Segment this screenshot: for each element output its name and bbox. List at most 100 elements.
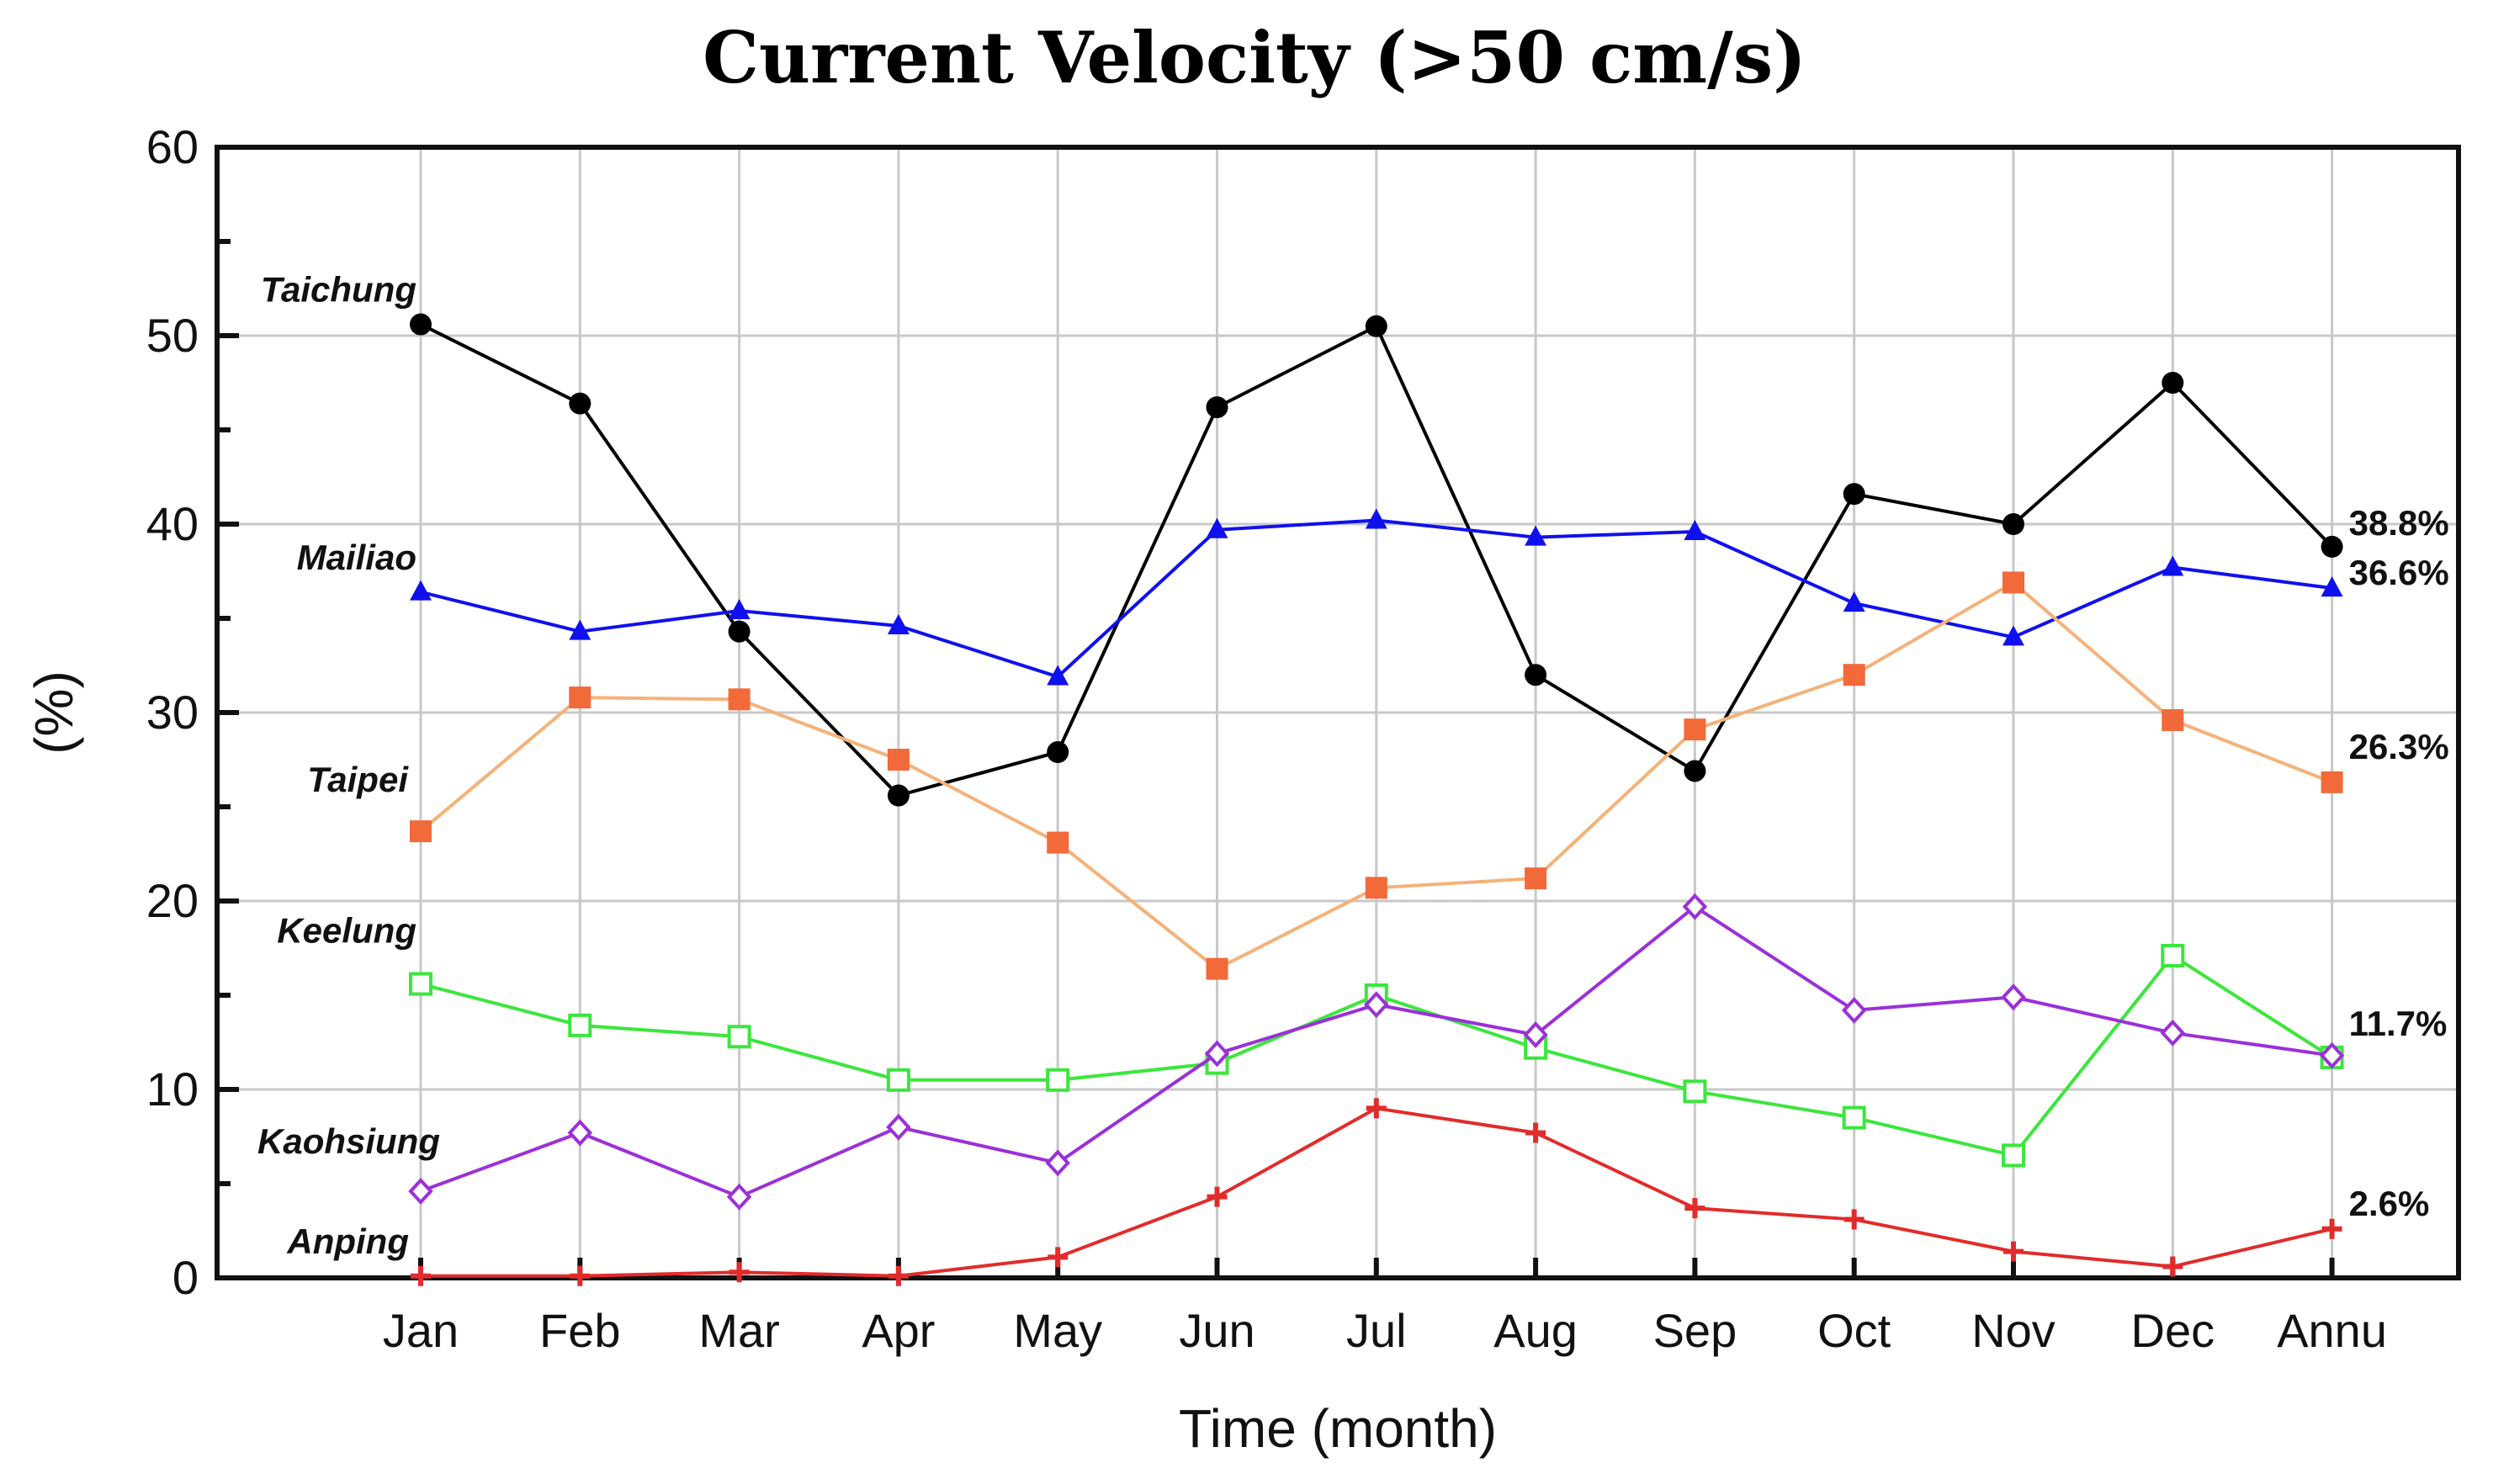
series-name-label: Kaohsiung: [257, 1121, 440, 1161]
y-tick-label: 10: [146, 1063, 199, 1116]
data-point: [1365, 315, 1387, 337]
y-tick-label: 30: [146, 686, 199, 739]
series-name-label: Anping: [286, 1222, 409, 1261]
data-point: [728, 620, 751, 643]
x-tick-label: Sep: [1653, 1304, 1737, 1357]
data-point: [1204, 1040, 1230, 1068]
data-point: [1206, 517, 1228, 538]
x-tick-label: Jan: [383, 1304, 459, 1357]
data-point: [1365, 508, 1387, 529]
data-point: [408, 1178, 433, 1205]
data-point: [1047, 665, 1069, 686]
data-point: [1841, 996, 1867, 1024]
data-point: [886, 1113, 911, 1141]
data-point: [1523, 1021, 1548, 1048]
data-point: [411, 1265, 431, 1286]
data-point: [569, 686, 591, 709]
data-point: [410, 313, 432, 336]
data-point: [2002, 625, 2024, 646]
x-tick-label: Apr: [862, 1304, 935, 1357]
data-point: [567, 1119, 593, 1147]
x-tick-label: Dec: [2131, 1304, 2215, 1357]
x-axis-label: Time (month): [1179, 1398, 1497, 1459]
x-tick-label: Jul: [1346, 1304, 1407, 1357]
data-point: [1525, 867, 1547, 890]
data-point: [1206, 396, 1228, 419]
data-point: [887, 784, 910, 807]
data-point: [1048, 1247, 1069, 1268]
y-axis: 0 10 20 30 40 50 60: [146, 120, 239, 1304]
data-point: [1045, 1149, 1070, 1177]
series-keelung: Keelung 11.7%: [277, 910, 2448, 1168]
x-tick-label: Nov: [1971, 1304, 2055, 1357]
series-taichung: Taichung 38.8%: [261, 270, 2449, 807]
data-point: [1047, 831, 1069, 854]
end-value-label: 26.3%: [2349, 727, 2449, 766]
series-kaohsiung: Kaohsiung: [257, 893, 2345, 1211]
y-tick-label: 50: [146, 309, 199, 362]
data-point: [727, 1025, 751, 1049]
data-point: [1843, 591, 1865, 612]
data-point: [729, 1262, 750, 1283]
data-point: [409, 972, 432, 996]
series-anping: Anping 2.6%: [286, 1098, 2430, 1286]
y-tick-label: 60: [146, 120, 199, 173]
data-point: [1047, 741, 1069, 764]
data-point: [1525, 664, 1547, 686]
data-point: [2321, 1218, 2342, 1239]
x-axis: Jan Feb Mar Apr May Jun Jul Aug Sep Oct Nov Dec Annu: [383, 1258, 2387, 1357]
series-name-label: Taipei: [307, 760, 409, 799]
data-point: [2002, 571, 2024, 594]
x-tick-label: Feb: [539, 1304, 621, 1357]
end-value-label: 2.6%: [2349, 1184, 2430, 1223]
data-point: [887, 613, 910, 634]
data-point: [1684, 718, 1706, 741]
data-point: [2321, 535, 2343, 558]
x-tick-label: Aug: [1493, 1304, 1578, 1357]
x-tick-label: May: [1013, 1304, 1102, 1357]
y-axis-label: (%): [24, 670, 84, 755]
series-name-label: Taichung: [261, 270, 416, 310]
data-point: [2160, 1019, 2186, 1047]
data-point: [886, 1068, 910, 1092]
data-point: [410, 820, 432, 843]
data-point: [2161, 943, 2185, 967]
data-point: [2321, 576, 2343, 597]
data-point: [1683, 1079, 1707, 1104]
data-point: [2002, 1143, 2025, 1168]
data-point: [1364, 991, 1389, 1019]
data-point: [2002, 513, 2024, 535]
data-point: [1207, 1186, 1228, 1207]
data-point: [1843, 483, 1865, 506]
chart-title: Current Velocity (>50 cm/s): [703, 16, 1806, 99]
data-point: [1366, 1098, 1387, 1119]
data-point: [570, 1265, 591, 1286]
data-point: [728, 599, 751, 620]
data-point: [726, 1183, 752, 1211]
y-tick-label: 40: [146, 497, 199, 550]
x-tick-label: Oct: [1817, 1304, 1891, 1357]
data-point: [887, 749, 910, 771]
end-value-label: 38.8%: [2349, 503, 2449, 543]
series-mailiao: Mailiao 36.6%: [297, 508, 2449, 686]
data-point: [1684, 1198, 1705, 1219]
data-point: [568, 1013, 592, 1037]
data-point: [1525, 525, 1547, 546]
data-point: [2162, 372, 2184, 394]
data-point: [2162, 555, 2184, 576]
end-value-label: 36.6%: [2349, 553, 2449, 592]
data-point: [1843, 1209, 1865, 1230]
data-point: [1365, 877, 1387, 899]
data-point: [2003, 1241, 2024, 1262]
x-tick-label: Mar: [698, 1304, 779, 1357]
data-point: [1843, 664, 1865, 686]
data-point: [1046, 1068, 1070, 1092]
data-point: [1525, 1122, 1546, 1143]
data-point: [728, 688, 751, 711]
data-point: [569, 619, 591, 640]
end-value-label: 11.7%: [2349, 1004, 2448, 1043]
data-point: [1682, 893, 1708, 920]
data-point: [2001, 983, 2026, 1011]
series-name-label: Keelung: [277, 910, 416, 950]
